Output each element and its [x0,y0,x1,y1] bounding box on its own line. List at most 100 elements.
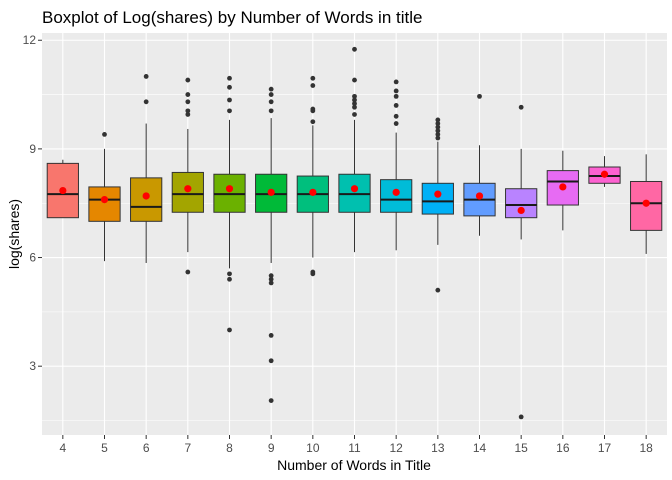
outlier-point [352,101,357,107]
outlier-point [268,99,274,105]
iqr-box [380,179,413,213]
outlier-point [268,280,274,286]
outlier-point [268,333,274,338]
outlier-point [185,92,191,97]
y-tick-label: 9 [29,142,36,156]
outlier-point [310,269,316,275]
outlier-point [185,269,191,275]
outlier-point [102,132,107,137]
x-tick-label: 12 [389,441,403,455]
box-group-5 [88,132,121,262]
outlier-point [268,92,274,97]
box-group-18 [630,154,663,254]
mean-point [475,192,484,200]
mean-point [392,188,400,196]
outlier-point [477,93,482,99]
iqr-box [88,186,121,222]
mean-point [267,188,275,196]
outlier-point [393,103,399,108]
outlier-point [352,93,357,99]
mean-point [559,183,567,191]
mean-point [309,188,317,196]
box-group-16 [546,150,579,231]
chart-title: Boxplot of Log(shares) by Number of Word… [42,8,422,27]
mean-point [600,170,609,178]
outlier-point [185,99,191,105]
x-tick-label: 6 [143,441,150,455]
outlier-point [393,121,399,126]
box-group-9 [255,86,288,403]
y-tick-label: 6 [29,251,36,265]
iqr-box [421,182,454,215]
outlier-point [393,79,399,85]
x-tick-label: 8 [226,441,233,455]
x-tick-label: 15 [514,441,528,455]
outlier-point [435,135,441,141]
x-tick-label: 11 [348,441,361,455]
mean-point [184,185,192,193]
box-group-14 [463,93,496,236]
x-tick-label: 14 [473,441,487,455]
mean-point [434,190,442,198]
box-group-8 [213,75,246,333]
outlier-point [268,398,274,403]
outlier-point [352,104,357,110]
x-tick-label: 17 [598,441,612,455]
outlier-point [227,276,232,282]
y-tick-label: 12 [23,33,37,47]
y-axis: 3 6 9 12 [23,33,42,373]
box-group-4 [46,159,79,219]
mean-point [100,195,109,204]
x-tick-label: 9 [268,441,275,455]
outlier-point [268,108,274,114]
x-axis-title: Number of Words in Title [277,457,431,473]
outlier-point [310,83,316,88]
outlier-point [310,75,316,81]
outlier-point [435,121,441,126]
outlier-point [435,132,441,137]
outlier-point [268,358,274,364]
box-group-13 [421,117,454,293]
box-group-6 [130,74,163,263]
outlier-point [185,77,191,83]
mean-point [350,185,359,193]
outlier-point [268,273,274,279]
mean-point [642,199,650,207]
mean-point [225,185,234,193]
outlier-point [310,106,316,112]
outlier-point [185,108,191,114]
outlier-point [393,113,399,119]
outlier-point [435,128,441,134]
boxes [46,46,663,420]
box-group-17 [588,156,621,187]
mean-point [59,186,67,195]
x-tick-label: 18 [639,441,653,455]
outlier-point [227,97,232,103]
outlier-point [310,119,316,125]
x-tick-label: 16 [556,441,570,455]
x-tick-label: 10 [306,441,320,455]
iqr-box [130,177,163,222]
mean-point [142,192,150,200]
outlier-point [227,327,232,333]
outlier-point [518,414,524,420]
outlier-point [227,108,232,114]
outlier-point [435,117,441,123]
iqr-box [171,171,204,213]
outlier-point [143,74,149,79]
mean-point [517,206,525,215]
outlier-point [352,46,357,52]
outlier-point [393,88,399,94]
x-tick-label: 7 [184,441,191,455]
box-group-10 [296,75,329,277]
box-group-12 [380,79,413,251]
x-axis: 4 5 6 7 8 9 10 11 12 13 14 15 16 17 18 [59,435,653,455]
outlier-point [393,93,399,99]
outlier-point [352,97,357,103]
outlier-point [435,287,441,293]
box-group-7 [171,77,204,275]
outlier-point [352,112,357,117]
outlier-point [435,124,441,130]
